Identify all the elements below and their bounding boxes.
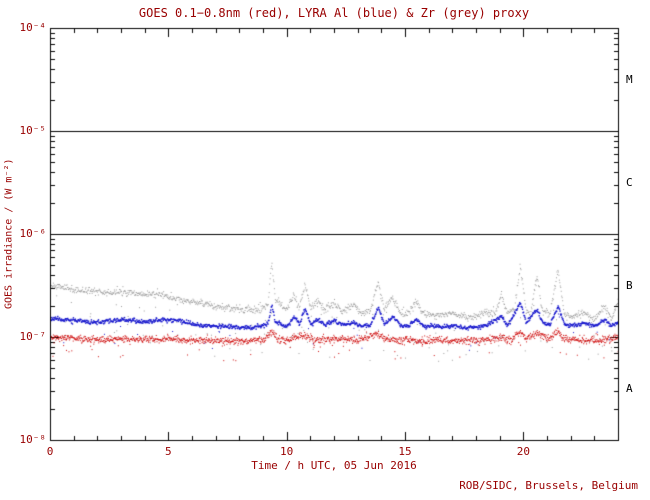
x-tick-label: 20 — [516, 445, 530, 458]
flare-class-label: B — [626, 278, 633, 292]
y-tick-label: 10⁻⁵ — [19, 124, 47, 137]
x-tick-label: 5 — [165, 445, 172, 458]
y-tick-label: 10⁻⁴ — [19, 21, 47, 34]
chart-title: GOES 0.1−0.8nm (red), LYRA Al (blue) & Z… — [138, 6, 530, 20]
x-tick-label: 15 — [398, 445, 412, 458]
flare-class-label: M — [626, 72, 633, 86]
credit-text: ROB/SIDC, Brussels, Belgium — [459, 479, 638, 492]
x-axis-title: Time / h UTC, 05 Jun 2016 — [251, 459, 417, 472]
y-tick-label: 10⁻⁷ — [19, 330, 47, 343]
x-tick-label: 0 — [46, 445, 54, 458]
flare-class-label: C — [626, 175, 633, 189]
y-tick-label: 10⁻⁸ — [19, 433, 47, 446]
x-tick-label: 10 — [280, 445, 294, 458]
flare-class-label: A — [626, 381, 633, 395]
y-tick-label: 10⁻⁶ — [19, 227, 47, 240]
